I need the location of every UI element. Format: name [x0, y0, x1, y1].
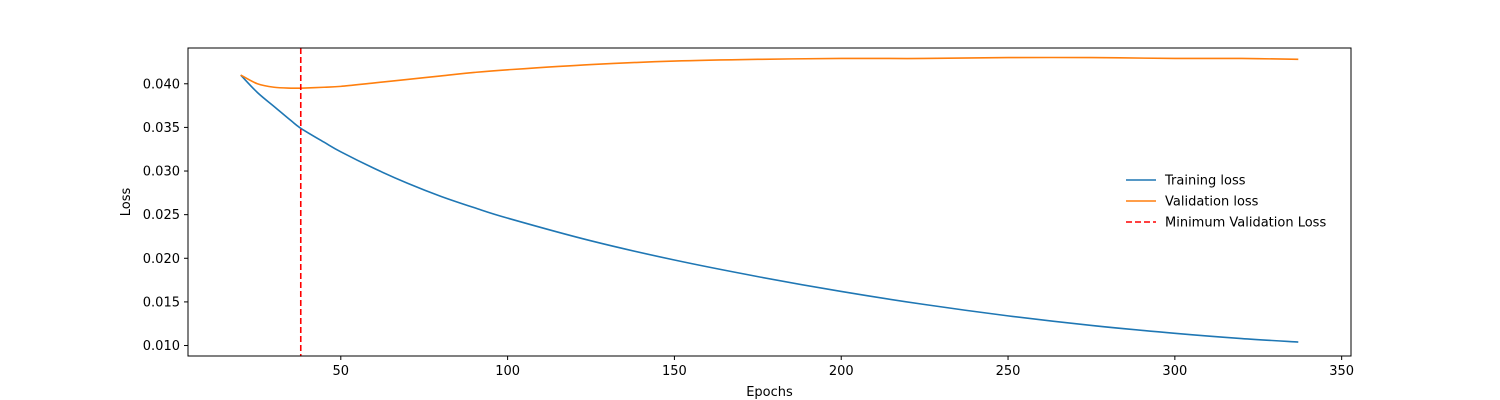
y-tick-label: 0.035 [143, 121, 180, 136]
legend-label: Minimum Validation Loss [1165, 216, 1326, 231]
y-tick-label: 0.020 [143, 252, 180, 267]
y-tick-label: 0.040 [143, 77, 180, 92]
x-tick-label: 50 [333, 364, 350, 379]
y-axis-ticks: 0.010 0.015 0.020 0.025 0.030 0.035 0.040 [143, 77, 188, 354]
series-line-validation-loss [240, 56, 1299, 90]
y-tick-label: 0.030 [143, 165, 180, 180]
x-axis-ticks: 50 100 150 200 250 300 350 [333, 356, 1354, 379]
x-tick-label: 150 [662, 364, 687, 379]
legend-label: Training loss [1164, 174, 1246, 189]
x-tick-label: 300 [1162, 364, 1187, 379]
y-tick-label: 0.015 [143, 295, 180, 310]
plot-frame [187, 47, 1352, 357]
y-axis-title: Loss [119, 188, 134, 217]
legend-label: Validation loss [1165, 195, 1259, 210]
legend: Training loss Validation loss Minimum Vali… [1126, 174, 1326, 231]
x-axis-title: Epochs [746, 385, 793, 400]
series-line-training-loss [240, 74, 1299, 343]
x-tick-label: 100 [495, 364, 520, 379]
y-tick-label: 0.010 [143, 339, 180, 354]
x-tick-label: 250 [996, 364, 1021, 379]
y-tick-label: 0.025 [143, 208, 180, 223]
x-tick-label: 350 [1329, 364, 1354, 379]
series-layer [240, 48, 1299, 356]
x-tick-label: 200 [829, 364, 854, 379]
